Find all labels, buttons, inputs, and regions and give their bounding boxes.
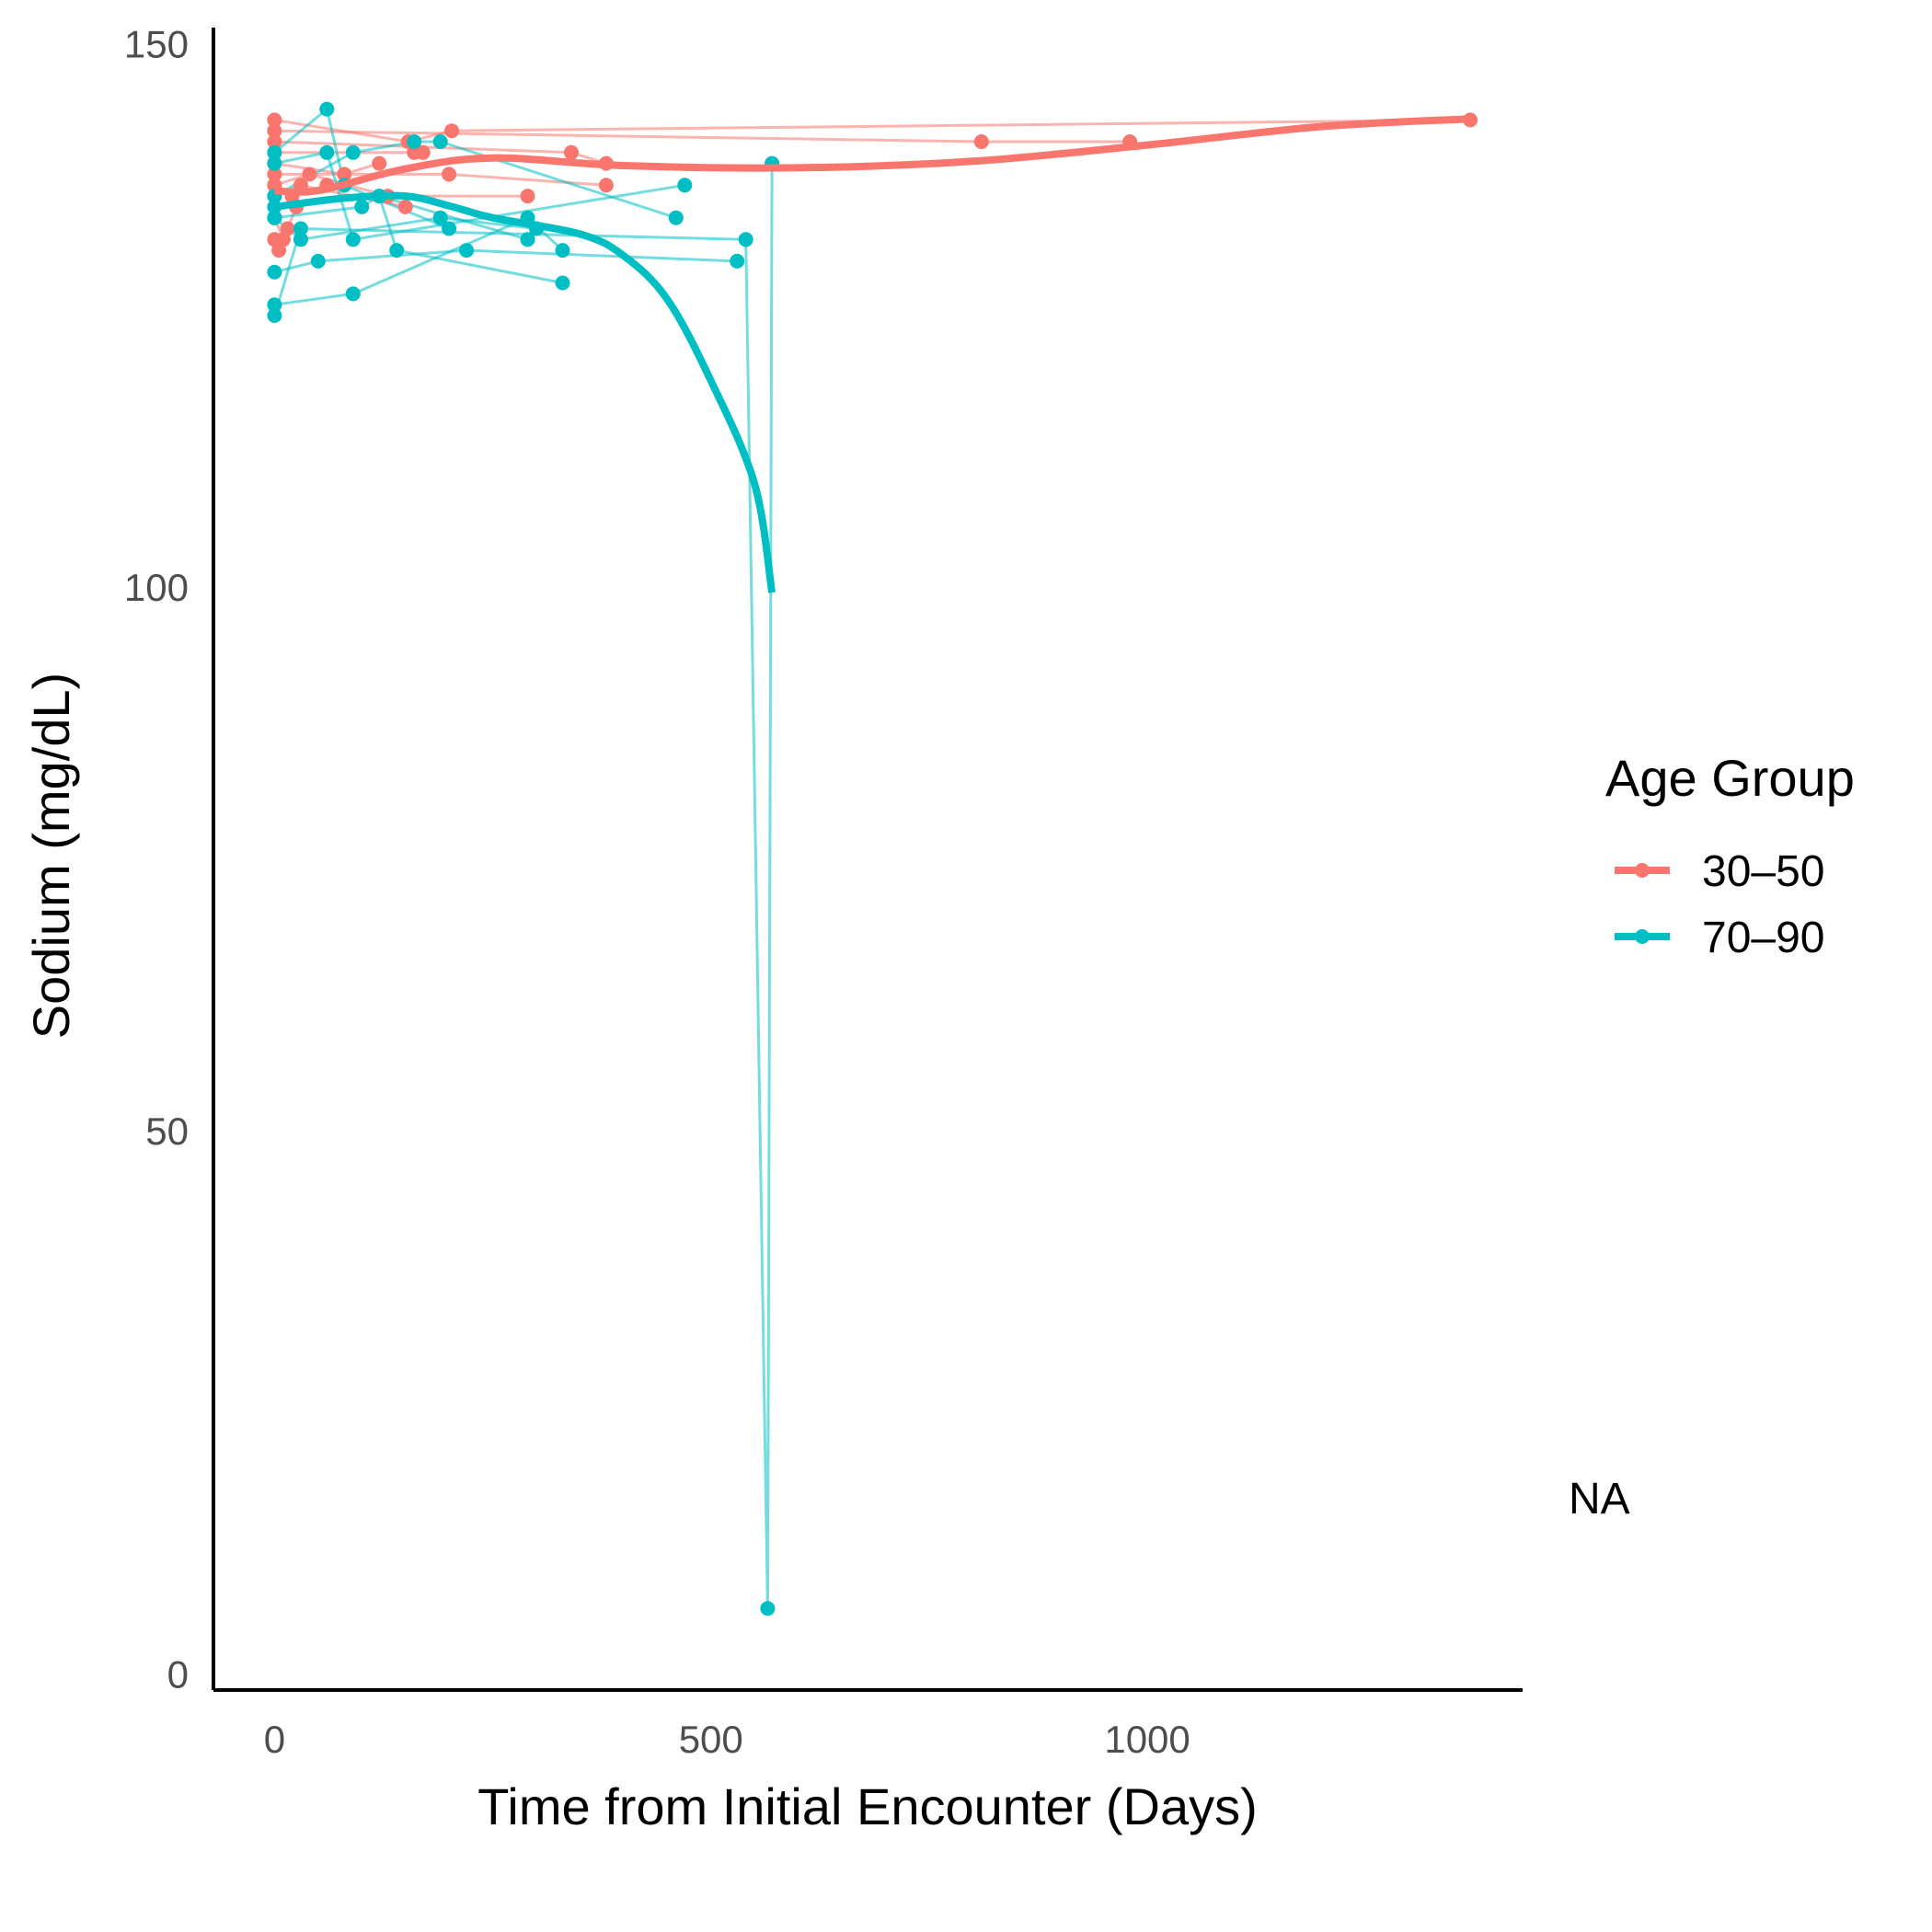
y-tick-label: 150	[124, 23, 189, 66]
data-point	[442, 221, 457, 236]
data-point	[271, 243, 287, 259]
smooth-trend-line	[274, 115, 1471, 196]
data-point	[598, 178, 614, 193]
data-point	[520, 232, 535, 247]
y-axis-title: Sodium (mg/dL)	[22, 673, 80, 1039]
trajectory-line	[274, 194, 563, 284]
trajectory-line	[274, 194, 528, 241]
legend-swatch-point	[1635, 863, 1650, 878]
data-point	[302, 167, 317, 182]
smooth-trend-line	[273, 191, 776, 593]
data-point	[442, 167, 457, 182]
data-point	[293, 232, 308, 247]
data-point	[345, 286, 361, 302]
x-tick-label: 0	[264, 1718, 285, 1761]
data-point	[267, 144, 282, 160]
data-point	[310, 253, 326, 269]
data-point	[415, 144, 431, 160]
trajectory-line	[273, 106, 450, 230]
data-point	[267, 112, 282, 128]
data-point	[564, 144, 579, 160]
data-point	[555, 275, 570, 291]
data-point	[668, 210, 684, 225]
data-point	[267, 297, 282, 313]
data-point	[280, 221, 295, 236]
data-point	[432, 134, 448, 149]
x-tick-label: 500	[679, 1718, 743, 1761]
data-point	[267, 123, 282, 139]
data-point	[293, 221, 308, 236]
data-point	[345, 144, 361, 160]
data-point	[345, 232, 361, 247]
data-point	[267, 134, 282, 149]
data-point	[677, 178, 693, 193]
data-point	[319, 144, 335, 160]
x-tick-label: 1000	[1104, 1718, 1190, 1761]
data-point	[267, 264, 282, 280]
data-point	[555, 243, 570, 259]
y-tick-label: 100	[124, 566, 189, 609]
legend-swatch-point	[1635, 929, 1650, 944]
legend-label: 30–50	[1702, 847, 1824, 896]
data-point	[973, 134, 989, 149]
data-point	[730, 253, 745, 269]
plot-area	[267, 101, 1478, 1616]
data-point	[354, 199, 370, 214]
y-tick-label: 0	[167, 1652, 189, 1696]
data-point	[267, 308, 282, 323]
legend-title: Age Group	[1605, 749, 1855, 807]
data-point	[337, 167, 352, 182]
x-axis-ticks: 0 500 1000	[264, 1718, 1190, 1761]
trajectory-line	[274, 248, 738, 274]
data-point	[372, 155, 387, 171]
data-point	[520, 189, 535, 204]
data-point	[444, 123, 459, 139]
data-point	[738, 232, 753, 247]
legend-key-70-90: 70–90	[1615, 914, 1824, 962]
y-axis-ticks: 0 50 100 150	[124, 23, 189, 1696]
data-point	[319, 101, 335, 117]
legend: Age Group 30–50 70–90	[1605, 749, 1855, 962]
na-label: NA	[1569, 1475, 1630, 1524]
data-point	[459, 243, 475, 259]
data-point	[407, 134, 422, 149]
trajectory-line	[272, 163, 774, 1609]
legend-label: 70–90	[1702, 914, 1824, 962]
data-point	[267, 155, 282, 171]
trajectory-line	[274, 162, 380, 176]
y-tick-label: 50	[145, 1110, 189, 1153]
x-axis-title: Time from Initial Encounter (Days)	[477, 1777, 1258, 1835]
data-point	[760, 1601, 776, 1616]
data-point	[267, 167, 282, 182]
data-point	[432, 210, 448, 225]
legend-key-30-50: 30–50	[1615, 847, 1824, 896]
data-point	[389, 243, 405, 259]
data-point	[397, 199, 413, 214]
data-point	[267, 210, 282, 225]
